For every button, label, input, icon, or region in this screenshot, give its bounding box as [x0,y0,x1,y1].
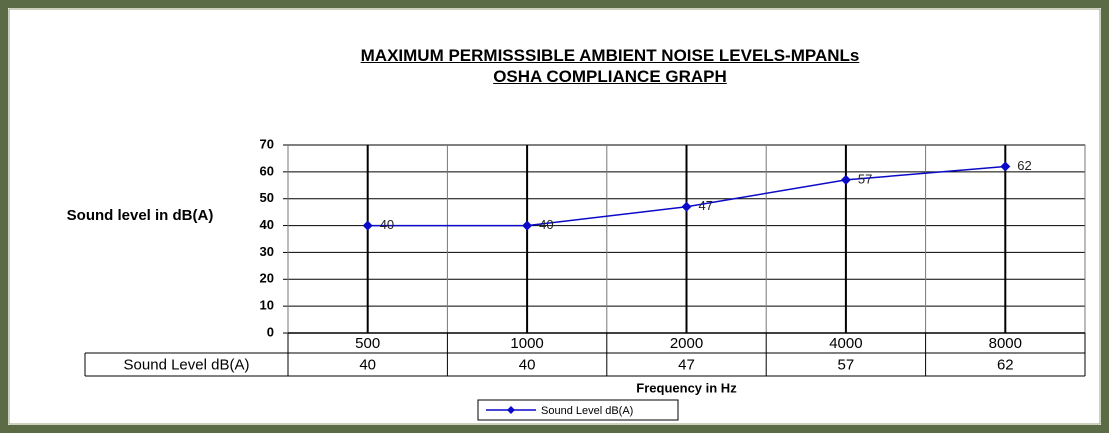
x-tick-label: 8000 [989,335,1022,352]
table-value: 47 [678,356,695,373]
chart-subtitle: OSHA COMPLIANCE GRAPH [493,67,727,86]
y-tick-label: 60 [260,163,274,178]
data-label: 47 [699,198,713,213]
y-tick-label: 50 [260,190,274,205]
y-tick-label: 20 [260,271,274,286]
y-tick-label: 70 [260,136,274,151]
y-tick-label: 0 [267,324,274,339]
data-label: 62 [1017,158,1031,173]
x-axis-title: Frequency in Hz [636,380,737,395]
table-value: 62 [997,356,1014,373]
y-tick-label: 30 [260,244,274,259]
y-tick-label: 10 [260,298,274,313]
x-tick-label: 500 [355,335,380,352]
chart-title: MAXIMUM PERMISSSIBLE AMBIENT NOISE LEVEL… [360,46,860,65]
table-value: 40 [519,356,536,373]
y-tick-label: 40 [260,217,274,232]
data-point [1000,161,1011,172]
data-point [362,220,373,231]
legend-box [477,399,679,421]
data-label: 40 [380,217,394,232]
x-tick-label: 2000 [670,335,703,352]
table-value: 57 [838,356,855,373]
y-axis-title: Sound level in dB(A) [66,207,214,224]
data-point [522,220,533,231]
x-tick-label: 1000 [510,335,543,352]
data-point [840,174,851,185]
data-point [681,201,692,212]
legend-label: Sound Level dB(A) [541,405,633,417]
data-label: 57 [858,171,872,186]
x-tick-label: 4000 [829,335,862,352]
legend-marker [507,406,515,414]
table-row-header: Sound Level dB(A) [124,356,250,373]
table-value: 40 [359,356,376,373]
data-label: 40 [539,217,553,232]
frame-inner [8,8,1101,425]
